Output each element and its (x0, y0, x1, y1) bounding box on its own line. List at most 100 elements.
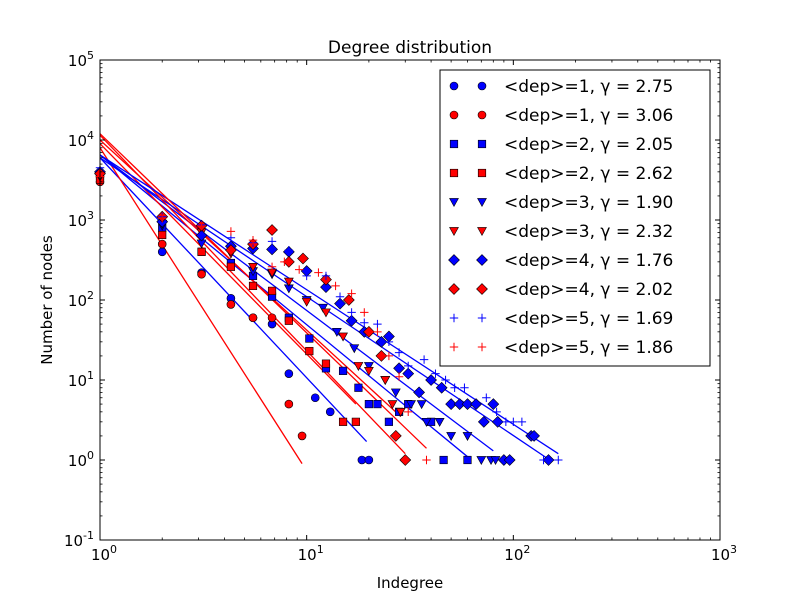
data-point (554, 455, 563, 465)
data-point (158, 214, 167, 223)
data-point (353, 362, 364, 371)
chart-title: Degree distribution (328, 38, 492, 58)
data-point (226, 300, 236, 309)
data-point (302, 271, 311, 281)
x-tick-label: 101 (298, 543, 324, 564)
data-point (406, 400, 416, 410)
legend-marker (448, 283, 460, 295)
legend-marker (477, 139, 487, 149)
x-axis-label: Indegree (377, 574, 444, 592)
data-point (491, 415, 504, 428)
legend-marker (477, 313, 487, 323)
data-point (434, 418, 445, 427)
legend-label: <dep>=1, γ = 2.75 (504, 77, 673, 97)
data-point (375, 350, 388, 362)
data-point (351, 417, 360, 426)
data-point (394, 372, 404, 381)
data-point (384, 417, 393, 426)
legend-marker (449, 342, 459, 352)
data-point (422, 455, 431, 465)
legend-marker (477, 342, 487, 352)
data-point (394, 348, 404, 357)
legend-label: <dep>=2, γ = 2.05 (504, 135, 673, 155)
data-point (197, 269, 206, 279)
data-point (314, 268, 323, 277)
data-point (267, 262, 277, 272)
data-point (384, 337, 394, 347)
data-point (517, 417, 527, 427)
data-point (354, 383, 363, 392)
data-point (413, 386, 425, 399)
fit-line-10 (99, 133, 427, 449)
x-tick-label: 103 (711, 543, 737, 564)
data-point (248, 235, 258, 245)
legend-marker (449, 139, 459, 149)
data-point (345, 314, 358, 327)
series-10 (95, 172, 431, 465)
data-point (375, 335, 388, 348)
data-point (267, 313, 277, 323)
data-point (320, 281, 332, 293)
data-point (266, 243, 278, 256)
legend-label: <dep>=2, γ = 2.62 (504, 164, 673, 184)
data-point (248, 281, 258, 290)
data-point (347, 308, 356, 317)
data-point (476, 456, 487, 466)
data-point (404, 361, 413, 371)
data-point (453, 398, 466, 410)
y-tick-label: 105 (68, 49, 94, 70)
data-points (94, 163, 563, 466)
data-point (158, 230, 167, 240)
data-point (197, 247, 206, 256)
data-point (503, 454, 516, 466)
data-point (338, 417, 348, 426)
legend-label: <dep>=3, γ = 1.90 (504, 193, 673, 213)
data-point (349, 344, 360, 354)
legend-marker (477, 81, 487, 91)
legend-label: <dep>=4, γ = 1.76 (504, 251, 673, 271)
data-point (390, 388, 401, 398)
data-point (325, 407, 335, 417)
fit-line-9 (99, 154, 559, 455)
data-point (301, 297, 312, 307)
data-point (363, 367, 374, 376)
data-point (282, 255, 295, 268)
data-point (446, 432, 457, 441)
data-point (529, 431, 538, 441)
data-point (395, 408, 406, 417)
data-point (384, 351, 394, 361)
data-point (463, 455, 472, 465)
data-point (539, 455, 548, 465)
data-point (331, 328, 342, 337)
x-tick-label: 100 (91, 543, 117, 564)
legend-marker (449, 313, 459, 323)
data-point (305, 334, 314, 343)
data-point (461, 398, 474, 410)
data-point (487, 398, 500, 410)
legend-marker (449, 198, 459, 208)
y-tick-label: 101 (68, 369, 94, 390)
y-tick-label: 103 (68, 209, 94, 230)
data-point (321, 359, 331, 368)
data-point (477, 415, 490, 428)
legend-marker (449, 168, 459, 178)
legend-marker (477, 227, 487, 237)
data-point (305, 346, 314, 356)
data-point (373, 319, 382, 329)
y-tick-label: 102 (68, 289, 94, 310)
data-point (267, 237, 277, 246)
data-point (338, 332, 348, 342)
data-point (195, 229, 208, 242)
data-point (284, 399, 294, 409)
data-point (364, 400, 373, 409)
data-point (283, 277, 294, 287)
data-point (380, 376, 391, 386)
data-point (226, 262, 235, 271)
data-point (310, 393, 320, 403)
y-tick-label: 10-1 (64, 529, 94, 550)
x-tick-label: 102 (504, 543, 530, 564)
data-point (431, 369, 440, 378)
data-point (297, 431, 307, 441)
data-point (492, 407, 501, 417)
